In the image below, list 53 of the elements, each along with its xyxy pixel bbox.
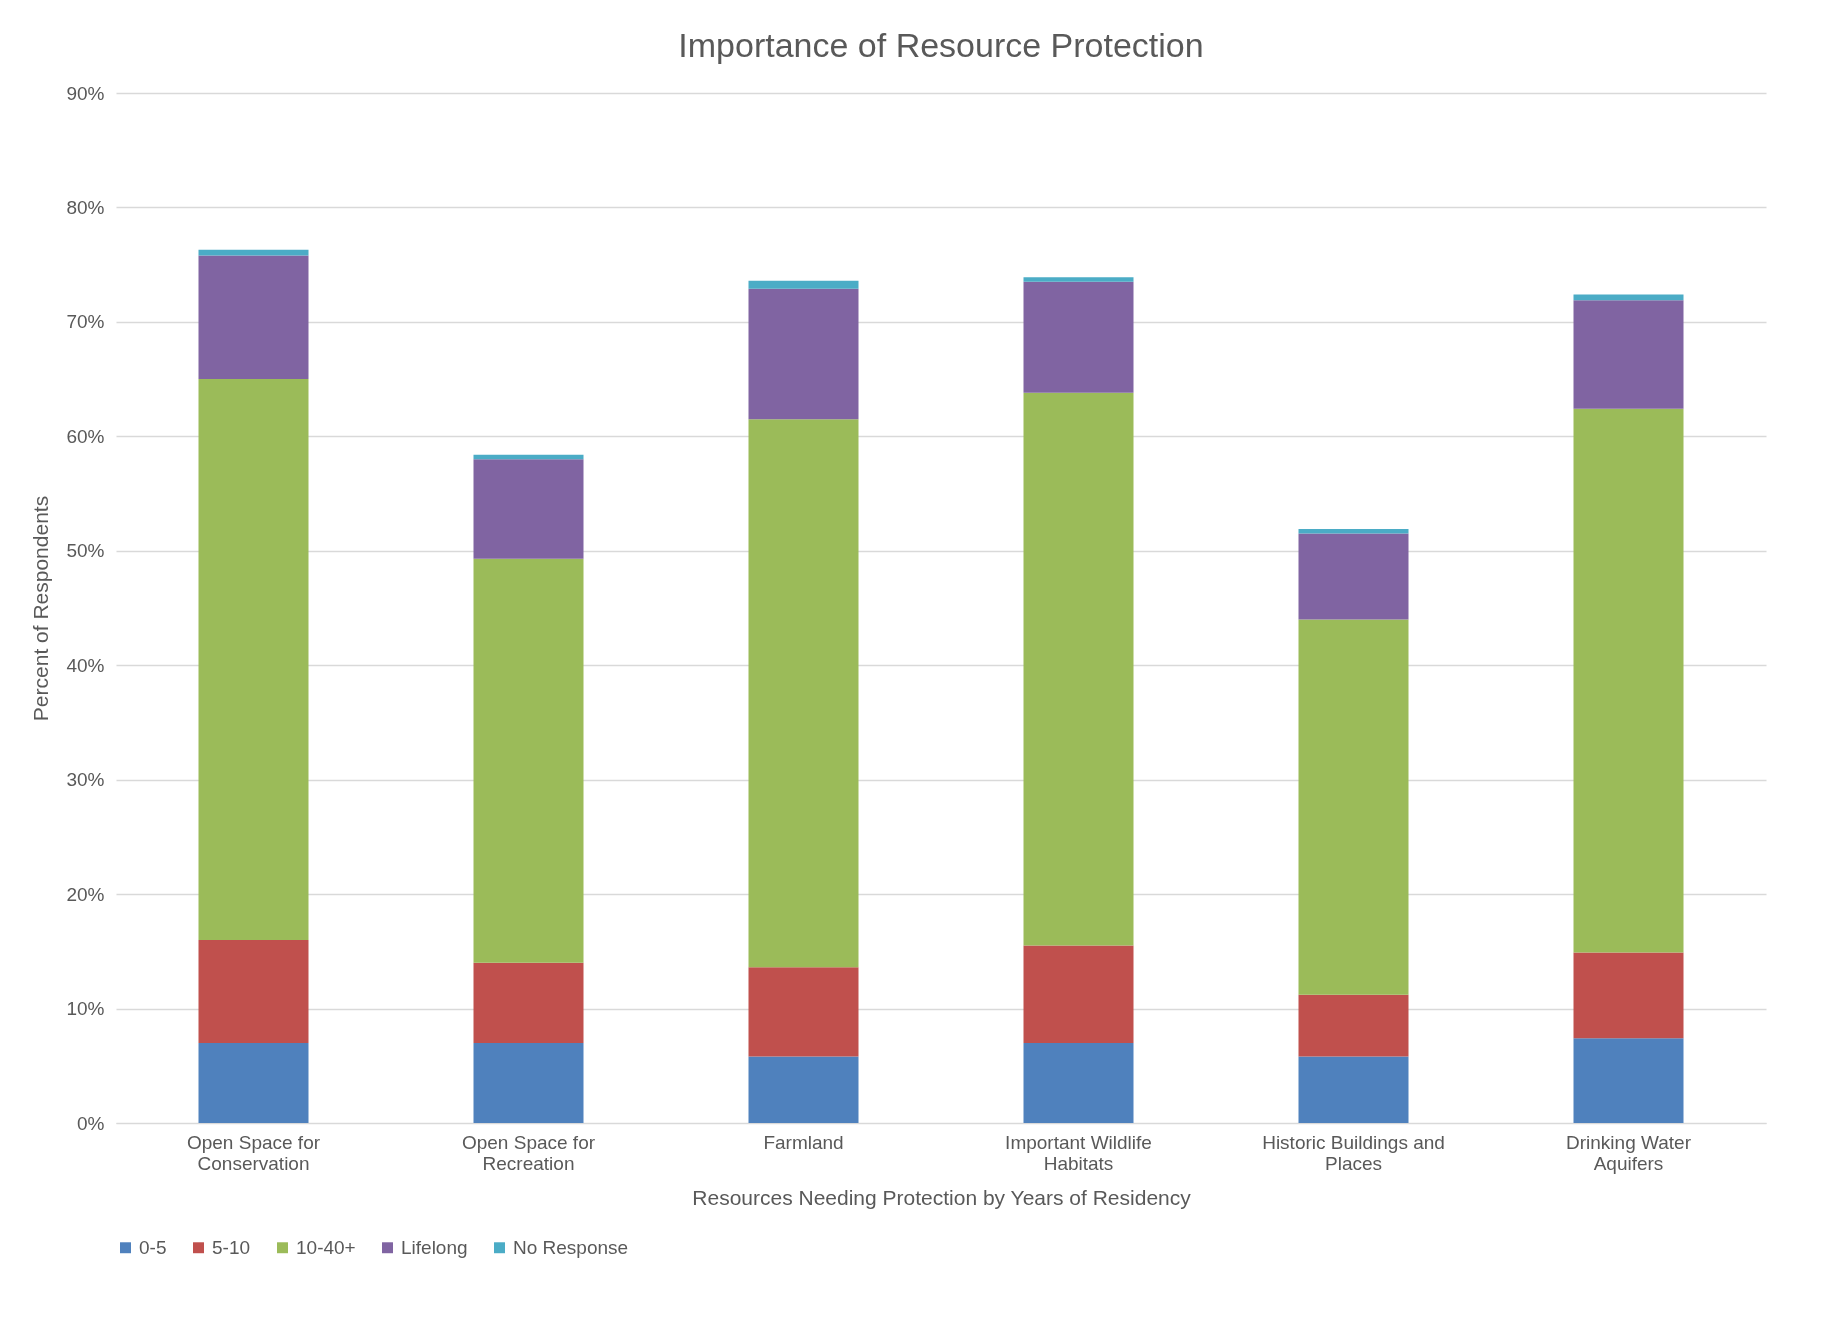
bar xyxy=(1573,294,1684,301)
bar xyxy=(473,1042,584,1123)
y-tick-label: 70% xyxy=(66,311,105,333)
x-tick-label: Important Wildlife Habitats xyxy=(1005,1131,1152,1174)
y-tick-label: 90% xyxy=(66,82,105,104)
bar xyxy=(748,967,859,1057)
y-tick-label: 80% xyxy=(66,196,105,218)
legend-label: No Response xyxy=(513,1236,629,1258)
x-axis-title: Resources Needing Protection by Years of Residency xyxy=(692,1185,1192,1209)
bar xyxy=(748,288,859,420)
x-tick-label: Open Space for Recreation xyxy=(461,1131,596,1174)
x-tick-label: Farmland xyxy=(763,1131,844,1153)
x-tick-label: Historic Buildings and Places xyxy=(1262,1131,1445,1174)
bar xyxy=(1023,281,1134,393)
y-tick-label: 10% xyxy=(66,998,105,1020)
bar xyxy=(1573,300,1684,409)
y-tick-label: 30% xyxy=(66,769,105,791)
bar xyxy=(1023,392,1134,946)
bar xyxy=(1298,994,1409,1057)
bar xyxy=(1298,533,1409,620)
bar xyxy=(748,280,859,289)
legend-label: 0-5 xyxy=(139,1236,167,1258)
y-tick-label: 60% xyxy=(66,425,105,447)
bar xyxy=(198,1042,309,1123)
bar xyxy=(198,249,309,256)
bar xyxy=(748,419,859,968)
bar xyxy=(198,379,309,940)
y-tick-label: 50% xyxy=(66,540,105,562)
bar xyxy=(198,939,309,1043)
y-axis-title: Percent of Respondents xyxy=(29,495,53,722)
legend-label: Lifelong xyxy=(401,1236,468,1258)
x-tick-label: Open Space for Conservation xyxy=(186,1131,321,1174)
bar xyxy=(1023,1042,1134,1123)
bar xyxy=(198,255,309,380)
y-tick-label: 0% xyxy=(77,1112,105,1134)
bar xyxy=(473,962,584,1043)
y-tick-label: 40% xyxy=(66,654,105,676)
bar xyxy=(1573,408,1684,953)
bar xyxy=(473,558,584,963)
legend-label: 10-40+ xyxy=(296,1236,356,1258)
bar xyxy=(473,459,584,559)
bar xyxy=(1573,1038,1684,1123)
bar xyxy=(1298,1056,1409,1123)
bar xyxy=(1298,529,1409,534)
x-tick-label: Drinking Water Aquifers xyxy=(1566,1131,1692,1174)
bar xyxy=(1298,619,1409,995)
y-tick-label: 20% xyxy=(66,883,105,905)
bar xyxy=(1023,277,1134,282)
bar xyxy=(748,1056,859,1123)
legend-label: 5-10 xyxy=(212,1236,251,1258)
bar xyxy=(1023,945,1134,1043)
chart-title: Importance of Resource Protection xyxy=(678,26,1204,64)
bar xyxy=(1573,952,1684,1039)
